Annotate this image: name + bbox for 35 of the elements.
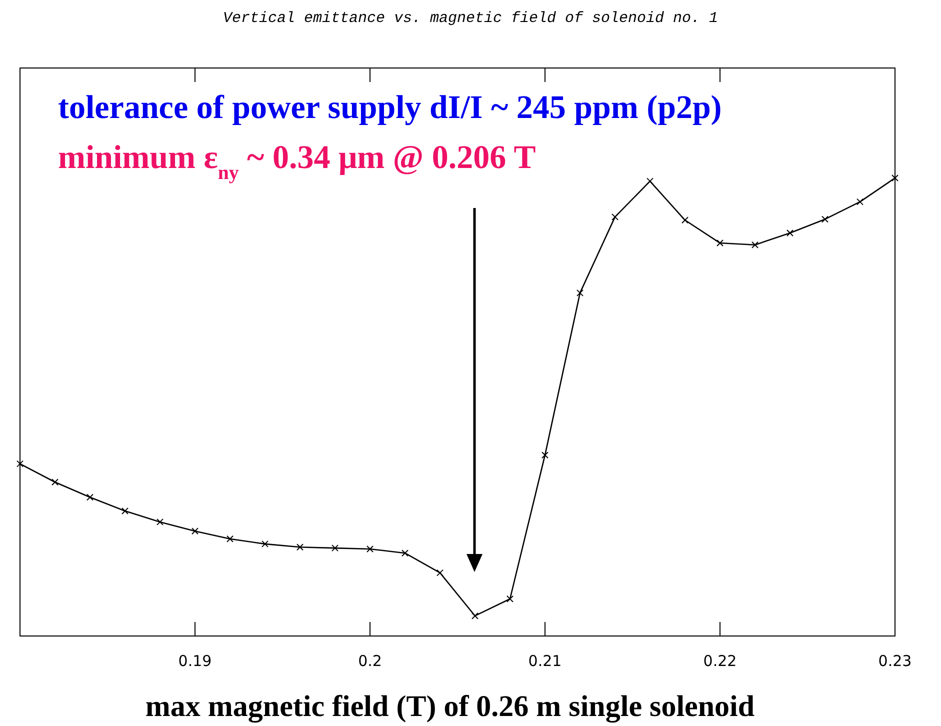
point xyxy=(856,198,864,206)
point xyxy=(716,240,724,247)
point xyxy=(612,213,618,220)
point xyxy=(262,540,268,548)
annotation: minimum ε$_{ny}$ ~ 0.34 μm @ 0.206 T xyxy=(58,140,536,184)
x-tick-label: 0.21 xyxy=(528,652,562,670)
point xyxy=(332,544,338,552)
text: tolerance of power supply dI/I ~ 245 ppm (p2p) xyxy=(58,90,722,126)
x-tick-label: 0.19 xyxy=(178,652,212,670)
point xyxy=(646,178,654,185)
x-tick-label: 0.2 xyxy=(358,652,382,670)
point xyxy=(86,494,94,501)
point xyxy=(472,612,478,620)
point xyxy=(436,569,444,576)
point xyxy=(192,528,198,535)
point xyxy=(892,174,898,182)
point xyxy=(682,216,688,224)
point xyxy=(786,229,794,236)
point xyxy=(576,289,584,296)
point xyxy=(122,507,128,514)
point xyxy=(822,216,828,223)
point xyxy=(542,452,548,459)
point xyxy=(752,241,758,248)
point xyxy=(226,535,234,542)
x-tick-label: 0.23 xyxy=(878,652,912,670)
point xyxy=(52,478,58,486)
point xyxy=(156,518,164,526)
point xyxy=(402,550,408,557)
point xyxy=(296,544,304,551)
chart-title: Vertical emittance vs. magnetic field of solenoid no. 1 xyxy=(222,10,718,27)
x-tick-label: 0.22 xyxy=(703,652,737,670)
x-axis-title: max magnetic field (T) of 0.26 m single solenoid xyxy=(145,690,755,723)
point xyxy=(506,595,514,602)
point xyxy=(16,460,24,468)
point xyxy=(366,545,374,552)
